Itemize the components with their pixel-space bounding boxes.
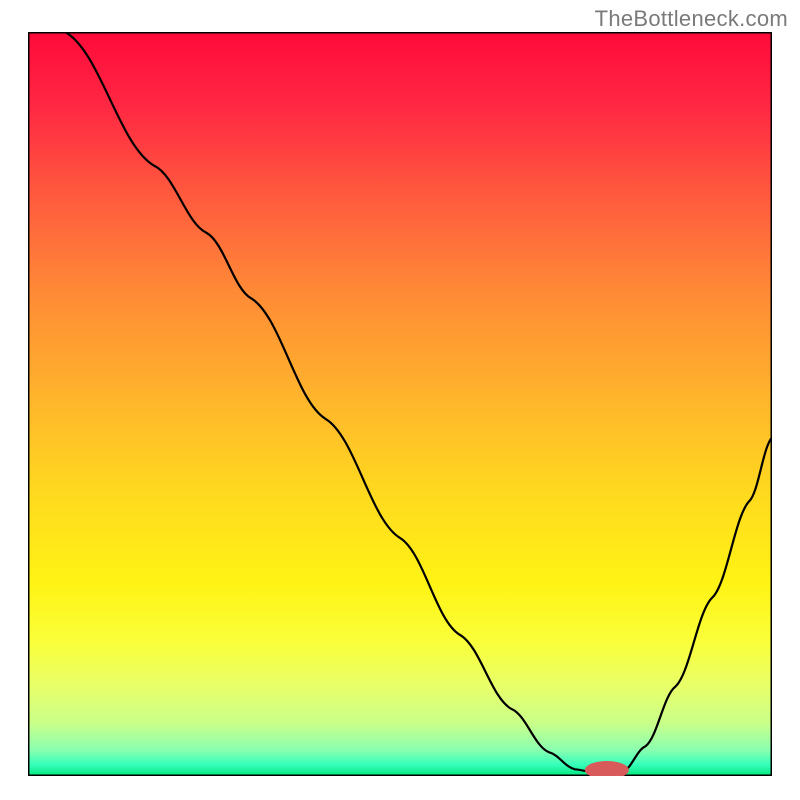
chart-border <box>28 32 772 776</box>
optimal-marker <box>585 761 629 776</box>
chart-plot <box>28 32 772 776</box>
bottleneck-curve <box>65 32 772 772</box>
bottleneck-chart <box>28 32 772 776</box>
watermark-text: TheBottleneck.com <box>595 6 788 32</box>
